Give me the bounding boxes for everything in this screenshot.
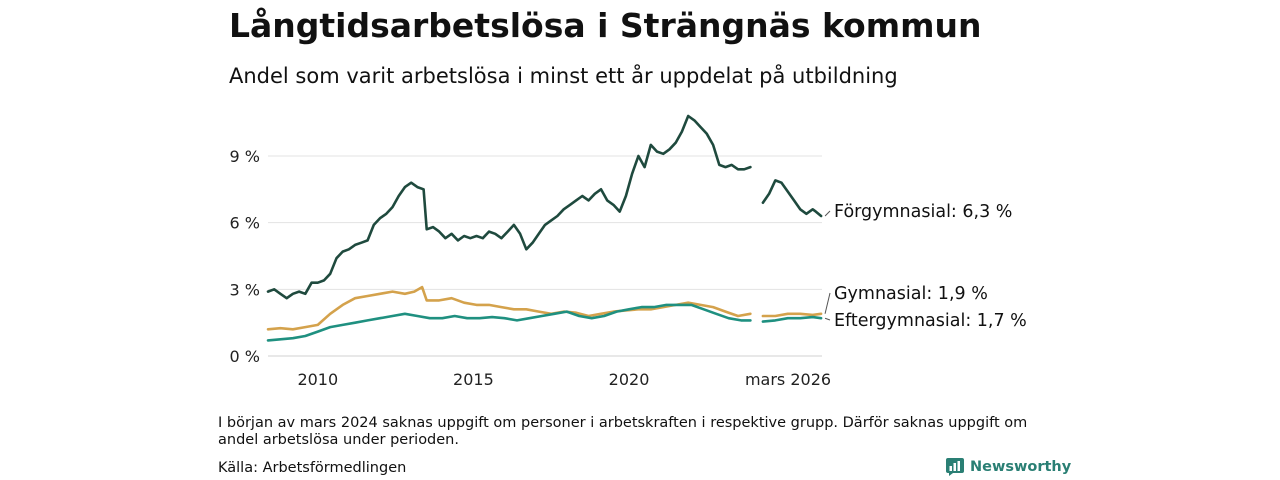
series-label-gymnasial: Gymnasial: 1,9 % <box>834 284 988 304</box>
series-line-gymnasial <box>266 285 752 331</box>
x-tick-label: mars 2026 <box>745 370 831 389</box>
y-tick-label: 6 % <box>230 214 260 233</box>
series-label-eftergymnasial: Eftergymnasial: 1,7 % <box>834 311 1027 331</box>
series-line-förgymnasial <box>761 179 823 218</box>
series-label-förgymnasial: Förgymnasial: 6,3 % <box>834 202 1012 222</box>
series-line-förgymnasial <box>266 114 752 300</box>
series-line-eftergymnasial <box>266 303 752 342</box>
series-line-eftergymnasial <box>761 315 823 323</box>
series-label-leader <box>824 210 831 217</box>
y-tick-label: 0 % <box>230 347 260 366</box>
series-line-gymnasial <box>761 312 823 318</box>
series-label-leader <box>824 317 831 321</box>
x-tick-label: 2010 <box>297 370 338 389</box>
source-text: Källa: Arbetsförmedlingen <box>218 460 407 476</box>
brand-logo[interactable]: Newsworthy <box>946 458 1071 476</box>
chart-note: I början av mars 2024 saknas uppgift om … <box>218 415 1028 448</box>
chart-subtitle: Andel som varit arbetslösa i minst ett å… <box>229 64 898 88</box>
y-tick-label: 3 % <box>230 280 260 299</box>
line-chart: 0 % 3 % 6 % 9 % 2010 2015 2020 mars 2026 Förgym… <box>230 114 1027 389</box>
y-tick-label: 9 % <box>230 147 260 166</box>
x-tick-label: 2015 <box>453 370 494 389</box>
newsworthy-logo-icon <box>946 458 964 476</box>
series-label-leader <box>824 292 831 314</box>
brand-name: Newsworthy <box>970 459 1072 475</box>
chart-title: Långtidsarbetslösa i Strängnäs kommun <box>229 6 982 45</box>
x-tick-label: 2020 <box>609 370 650 389</box>
